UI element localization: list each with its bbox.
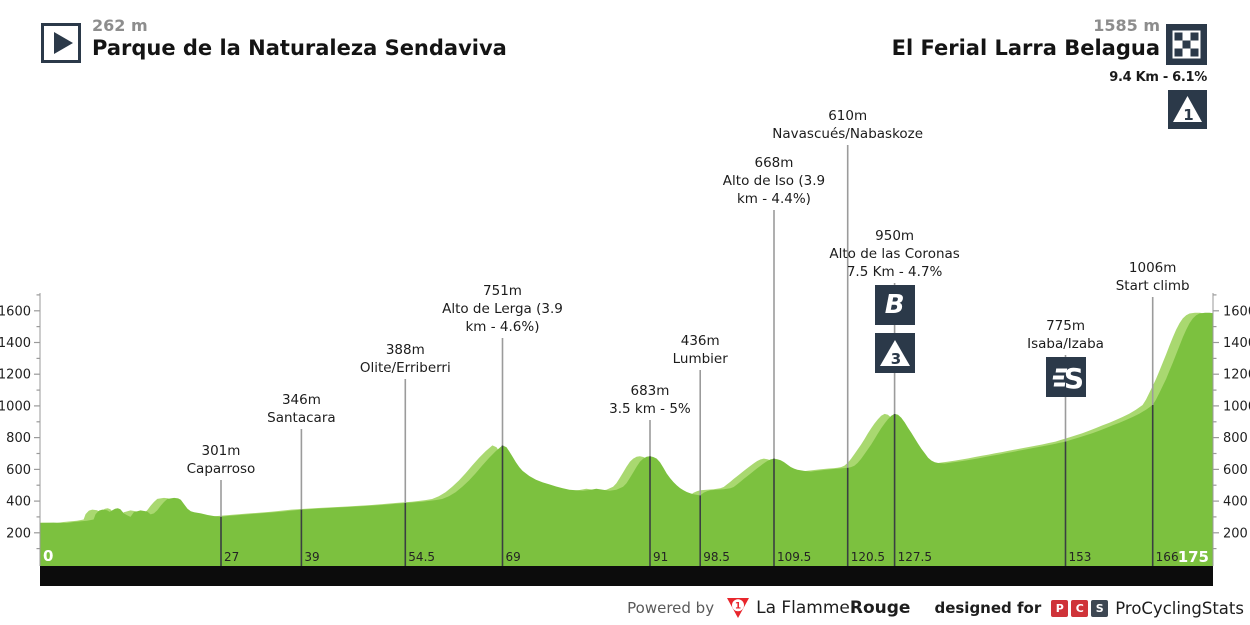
start-elevation: 262 m	[92, 16, 148, 35]
x-axis-tick-label: 120.5	[851, 550, 885, 564]
svg-text:1: 1	[735, 602, 741, 612]
y-axis-tick-label: 200	[6, 526, 31, 541]
marker-label-line: Caparroso	[186, 461, 256, 477]
svg-text:1: 1	[1183, 106, 1193, 124]
pcs-wordmark: ProCyclingStats	[1115, 598, 1244, 618]
marker-label: 683m 3.5 km - 5%	[540, 382, 760, 418]
x-axis-tick-label: 39	[304, 550, 319, 564]
marker-label-line: Alto de Lerga (3.9	[442, 301, 563, 317]
y-axis-tick-label: 1400	[1223, 336, 1250, 351]
marker-label: 436m Lumbier	[590, 332, 810, 368]
x-axis-tick-label: 166	[1156, 550, 1179, 564]
y-axis-tick-label: 1400	[0, 336, 31, 351]
marker-label: 388m Olite/Erriberri	[295, 341, 515, 377]
y-axis-tick-label: 1000	[1223, 399, 1250, 414]
y-axis-tick-label: 1200	[1223, 368, 1250, 383]
y-axis-tick-label: 1200	[0, 368, 31, 383]
marker-label-line: 301m	[201, 443, 241, 459]
y-axis-tick-label: 1600	[1223, 304, 1250, 319]
marker-label-line: Alto de las Coronas	[829, 246, 960, 262]
x-axis-tick-label: 109.5	[777, 550, 811, 564]
marker-label-line: 775m	[1046, 318, 1085, 334]
y-axis-tick-label: 1600	[0, 304, 31, 319]
marker-label-line: 3.5 km - 5%	[609, 401, 691, 417]
marker-label-line: 7.5 Km - 4.7%	[846, 264, 943, 280]
marker-label-line: 950m	[875, 228, 915, 244]
finish-name: El Ferial Larra Belagua	[891, 35, 1160, 60]
svg-text:3: 3	[890, 350, 900, 368]
marker-label: 610m Navascués/Nabaskoze	[738, 107, 958, 143]
marker-label-line: Isaba/Izaba	[1027, 336, 1104, 352]
marker-label: 1006m Start climb	[1043, 259, 1250, 295]
svg-text:S: S	[1063, 362, 1083, 395]
start-flag-icon	[41, 23, 81, 63]
marker-label-line: 668m	[754, 155, 794, 171]
procyclingstats-logo[interactable]: P C S ProCyclingStats	[1051, 599, 1244, 618]
marker-label: 751m Alto de Lerga (3.9 km - 4.6%)	[392, 282, 612, 336]
y-axis-tick-label: 400	[1223, 495, 1248, 510]
marker-label: 301m Caparroso	[111, 442, 331, 478]
x-axis-tick-label: 91	[653, 550, 668, 564]
marker-label-line: 436m	[680, 333, 720, 349]
marker-label: 346m Santacara	[191, 391, 411, 427]
marker-label-line: 1006m	[1128, 260, 1177, 276]
marker-label: 668m Alto de Iso (3.9 km - 4.4%)	[664, 154, 884, 208]
marker-label-line: 751m	[483, 283, 522, 299]
marker-label-line: km - 4.4%)	[736, 191, 811, 207]
category-3-climb-icon: 3	[874, 333, 915, 373]
marker-label-line: Navascués/Nabaskoze	[772, 126, 924, 142]
x-axis-tick-label: 0	[43, 547, 53, 565]
x-axis-tick-label: 54.5	[408, 550, 435, 564]
intermediate-sprint-icon: S	[1045, 357, 1086, 397]
finish-header: 1585 m El Ferial Larra Belagua	[892, 17, 1160, 60]
marker-label-line: Alto de Iso (3.9	[722, 173, 826, 189]
marker-label-line: 683m	[630, 383, 670, 399]
lfr-triangle-icon: 1	[727, 598, 750, 618]
marker-label-line: km - 4.6%)	[465, 319, 540, 335]
marker-label-line: 388m	[385, 342, 425, 358]
y-axis-tick-label: 600	[1223, 463, 1248, 478]
start-name: Parque de la Naturaleza Sendaviva	[92, 35, 507, 60]
pcs-s-badge: S	[1091, 599, 1109, 617]
marker-label-line: Lumbier	[672, 351, 728, 367]
play-triangle-icon	[53, 32, 73, 54]
marker-label-line: 346m	[281, 392, 321, 408]
x-axis-tick-label: 98.5	[703, 550, 730, 564]
y-axis-tick-label: 1000	[0, 399, 31, 414]
designed-for-label: designed for	[934, 599, 1042, 617]
bonus-seconds-icon: B	[874, 285, 915, 325]
start-header: 262 m Parque de la Naturaleza Sendaviva	[92, 17, 507, 60]
y-axis-tick-label: 800	[1223, 431, 1248, 446]
pcs-p-badge: P	[1051, 599, 1069, 617]
y-axis-tick-label: 400	[6, 495, 31, 510]
marker-label: 950m Alto de las Coronas 7.5 Km - 4.7%	[785, 227, 1005, 281]
profile-area-main	[40, 312, 1213, 576]
pcs-c-badge: C	[1071, 599, 1089, 617]
finish-flag-icon	[1166, 24, 1207, 69]
footer-credits: Powered by 1 La FlammeRouge designed for…	[627, 594, 1244, 622]
marker-label-line: 610m	[828, 108, 868, 124]
x-axis-tick-label: 27	[224, 550, 239, 564]
marker-label-line: Olite/Erriberri	[359, 360, 451, 376]
x-axis-tick-label: 127.5	[898, 550, 932, 564]
marker-label-line: Santacara	[267, 410, 336, 426]
la-flamme-rouge-logo[interactable]: 1 La FlammeRouge	[726, 597, 910, 619]
x-axis-tick-label: 153	[1069, 550, 1092, 564]
marker-label: 775m Isaba/Izaba	[956, 317, 1176, 353]
final-climb-stats: 9.4 Km - 6.1%	[1109, 70, 1207, 85]
finish-elevation: 1585 m	[1093, 16, 1160, 35]
category-1-climb-icon: 1	[1168, 90, 1207, 133]
x-axis-tick-label: 175	[1178, 548, 1209, 566]
y-axis-tick-label: 800	[6, 431, 31, 446]
lfr-wordmark: La FlammeRouge	[756, 598, 911, 618]
powered-by-label: Powered by	[627, 599, 715, 617]
y-axis-tick-label: 600	[6, 463, 31, 478]
x-axis-tick-label: 69	[505, 550, 520, 564]
marker-label-line: Start climb	[1115, 278, 1190, 294]
y-axis-tick-label: 200	[1223, 526, 1248, 541]
bottom-bar	[40, 566, 1213, 586]
